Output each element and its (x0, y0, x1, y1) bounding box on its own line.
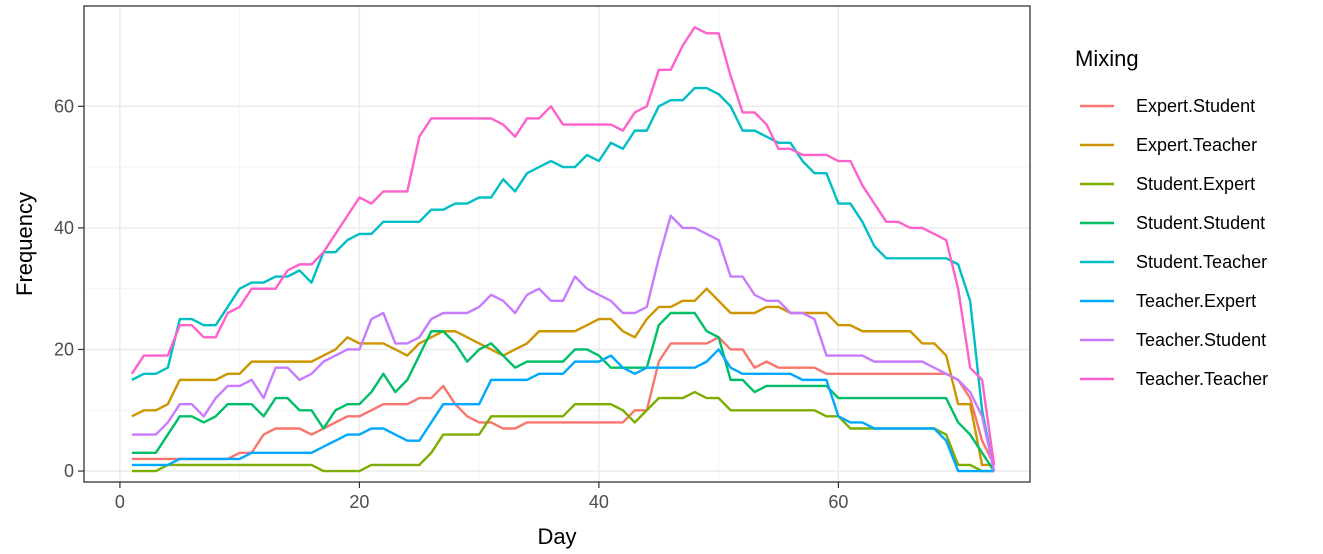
y-tick-label: 40 (54, 218, 74, 238)
legend-item: Student.Teacher (1080, 252, 1267, 272)
series-line-student-expert (131, 390, 995, 473)
legend-item: Student.Student (1080, 213, 1265, 233)
series-line-expert-teacher (131, 287, 995, 467)
x-tick-label: 60 (828, 492, 848, 512)
legend-label: Student.Expert (1136, 174, 1255, 194)
y-tick-label: 0 (64, 461, 74, 481)
major-gridlines (84, 6, 1030, 482)
series-line-student-teacher (131, 86, 996, 472)
series-line-teacher-expert (131, 348, 995, 473)
legend-item: Teacher.Teacher (1080, 369, 1268, 389)
legend-label: Expert.Student (1136, 96, 1255, 116)
legend-label: Teacher.Expert (1136, 291, 1256, 311)
legend-label: Expert.Teacher (1136, 135, 1257, 155)
legend-label: Student.Student (1136, 213, 1265, 233)
legend-item: Expert.Student (1080, 96, 1255, 116)
series-line-teacher-student (131, 214, 996, 472)
plot-panel-border (83, 5, 1031, 483)
legend-item: Expert.Teacher (1080, 135, 1257, 155)
series-lines (130, 26, 996, 473)
series-line-student-student (131, 311, 996, 472)
legend-item: Teacher.Expert (1080, 291, 1256, 311)
legend-label: Teacher.Student (1136, 330, 1266, 350)
series-line-expert-student (131, 336, 996, 466)
legend-title: Mixing (1075, 46, 1139, 71)
x-axis: 0 20 40 60 (115, 482, 848, 512)
legend: Mixing Expert.Student Expert.Teacher Stude… (1075, 46, 1268, 389)
x-tick-label: 0 (115, 492, 125, 512)
y-tick-label: 60 (54, 96, 74, 116)
x-tick-label: 40 (589, 492, 609, 512)
legend-item: Teacher.Student (1080, 330, 1266, 350)
y-tick-label: 20 (54, 339, 74, 359)
legend-label: Teacher.Teacher (1136, 369, 1268, 389)
minor-gridlines (84, 6, 1030, 482)
y-axis-title: Frequency (12, 192, 37, 296)
y-axis: 0 20 40 60 (54, 96, 84, 481)
legend-label: Student.Teacher (1136, 252, 1267, 272)
x-tick-label: 20 (349, 492, 369, 512)
legend-item: Student.Expert (1080, 174, 1255, 194)
series-line-teacher-teacher (130, 26, 996, 466)
x-axis-title: Day (537, 524, 576, 549)
